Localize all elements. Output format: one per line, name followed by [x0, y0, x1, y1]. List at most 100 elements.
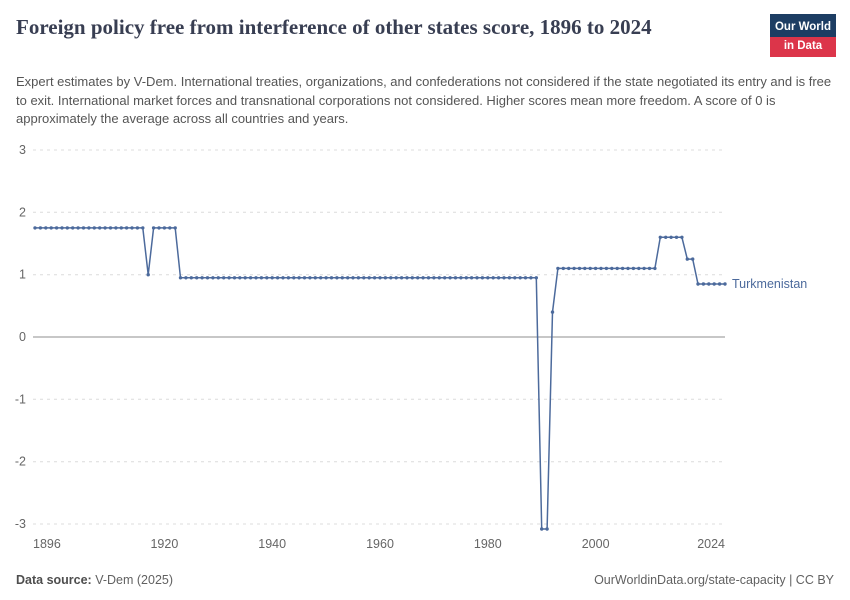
owid-logo[interactable]: Our World in Data: [770, 14, 836, 57]
data-point-marker: [60, 226, 64, 230]
data-point-marker: [372, 276, 377, 280]
data-source: Data source: V-Dem (2025): [16, 573, 173, 587]
x-tick-label: 2024: [697, 537, 725, 551]
owid-logo-line2: in Data: [770, 37, 836, 57]
data-point-marker: [38, 226, 43, 230]
data-point-marker: [324, 276, 328, 280]
data-point-marker: [653, 266, 657, 271]
data-point-marker: [367, 276, 371, 280]
data-point-marker: [162, 226, 167, 230]
data-point-marker: [49, 226, 53, 230]
data-point-marker: [195, 276, 199, 280]
data-point-marker: [92, 226, 97, 230]
data-point-marker: [426, 276, 431, 280]
data-point-marker: [87, 226, 91, 230]
data-point-marker: [717, 282, 722, 286]
data-point-marker: [523, 276, 528, 280]
data-point-marker: [44, 226, 48, 230]
data-point-marker: [416, 276, 420, 280]
data-point-marker: [615, 266, 619, 271]
data-point-marker: [475, 276, 479, 280]
data-point-marker: [173, 226, 177, 230]
data-point-marker: [168, 226, 172, 230]
data-point-marker: [599, 266, 603, 271]
data-point-marker: [658, 235, 662, 239]
data-point-marker: [610, 266, 614, 271]
data-point-marker: [691, 257, 695, 261]
data-point-marker: [448, 276, 452, 280]
data-point-marker: [130, 226, 134, 230]
series-label-turkmenistan[interactable]: Turkmenistan: [732, 277, 807, 291]
data-point-marker: [108, 226, 113, 230]
data-point-marker: [518, 276, 522, 280]
data-point-marker: [399, 276, 404, 280]
data-point-marker: [561, 266, 565, 271]
data-point-marker: [275, 276, 280, 280]
data-point-marker: [723, 282, 727, 286]
data-point-marker: [631, 266, 636, 271]
data-point-marker: [378, 276, 382, 280]
data-point-marker: [405, 276, 409, 280]
data-point-marker: [65, 226, 70, 230]
data-point-marker: [437, 276, 441, 280]
data-point-marker: [443, 276, 447, 280]
footer-credit[interactable]: OurWorldinData.org/state-capacity | CC B…: [594, 573, 834, 587]
data-point-marker: [394, 276, 398, 280]
data-point-marker: [76, 226, 80, 230]
y-tick-label: 1: [19, 268, 26, 282]
data-point-marker: [243, 276, 247, 280]
data-point-marker: [54, 226, 59, 230]
data-point-marker: [572, 266, 576, 271]
x-tick-label: 1896: [33, 537, 61, 551]
data-point-marker: [453, 276, 458, 280]
data-point-marker: [389, 276, 393, 280]
data-point-marker: [507, 276, 512, 280]
data-point-marker: [71, 226, 75, 230]
data-point-marker: [680, 235, 684, 239]
data-point-marker: [459, 276, 463, 280]
y-tick-label: 3: [19, 143, 26, 157]
data-point-marker: [346, 276, 350, 280]
data-point-marker: [211, 276, 215, 280]
data-point-marker: [81, 226, 86, 230]
data-point-marker: [265, 276, 269, 280]
data-point-marker: [33, 226, 37, 230]
x-tick-label: 1960: [366, 537, 394, 551]
line-chart-plot-area[interactable]: 3 2 1 0 -1 -2 -3 1896 1920 1940 1960 1980 2000 2024 Tu…: [0, 140, 850, 565]
data-point-marker: [669, 235, 673, 239]
data-point-marker: [297, 276, 301, 280]
data-point-marker: [583, 266, 587, 271]
data-point-marker: [281, 276, 285, 280]
data-point-marker: [356, 276, 361, 280]
data-point-marker: [545, 527, 549, 531]
data-point-marker: [491, 276, 495, 280]
data-point-marker: [292, 276, 296, 280]
data-point-marker: [383, 276, 388, 280]
data-point-marker: [696, 282, 700, 286]
data-point-marker: [642, 266, 646, 271]
data-point-marker: [335, 276, 339, 280]
data-point-marker: [464, 276, 468, 280]
data-point-marker: [502, 276, 506, 280]
data-point-marker: [647, 266, 652, 271]
data-point-marker: [351, 276, 355, 280]
owid-logo-line1: Our World: [774, 21, 831, 33]
data-point-marker: [577, 266, 582, 271]
data-point-marker: [513, 276, 517, 280]
data-point-marker: [496, 276, 501, 280]
data-point-marker: [114, 226, 118, 230]
data-point-marker: [486, 276, 490, 280]
data-point-marker: [270, 276, 274, 280]
data-point-marker: [151, 226, 156, 230]
data-point-marker: [421, 276, 425, 280]
data-point-marker: [205, 276, 210, 280]
data-point-marker: [329, 276, 334, 280]
data-source-value[interactable]: V-Dem (2025): [95, 573, 174, 587]
data-point-marker: [707, 282, 711, 286]
data-point-marker: [620, 266, 625, 271]
data-point-marker: [222, 276, 226, 280]
data-point-marker: [550, 310, 555, 314]
data-point-marker: [232, 276, 237, 280]
x-tick-label: 1940: [258, 537, 286, 551]
